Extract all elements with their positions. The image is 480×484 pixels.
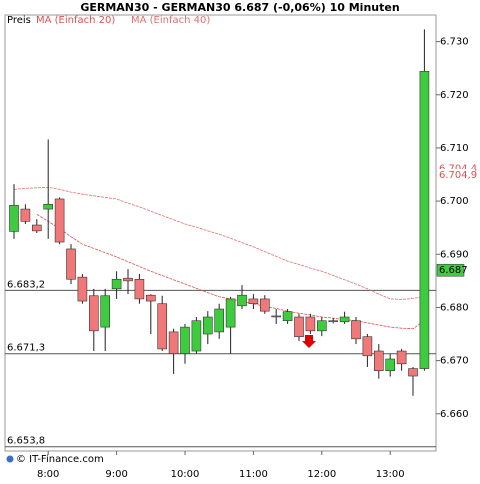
y-tick-label: 6.710 <box>440 143 469 154</box>
signal-arrow <box>302 335 316 348</box>
candle-body <box>339 316 350 323</box>
candle-body <box>225 298 236 328</box>
plot-area <box>4 14 437 452</box>
candle-body <box>100 295 110 328</box>
ma-line <box>13 186 425 300</box>
candle-body <box>9 205 19 232</box>
x-tick-label: 11:00 <box>239 469 268 480</box>
candle-body <box>54 198 65 243</box>
price-box <box>436 263 465 277</box>
candle-body <box>203 316 213 335</box>
x-tick-label: 13:00 <box>376 469 405 480</box>
candle-body <box>305 316 316 332</box>
candle-body <box>408 368 418 377</box>
chart-title: GERMAN30 - GERMAN30 6.687 (-0,06%) 10 Mi… <box>80 1 399 14</box>
candle-body <box>419 71 430 369</box>
x-tick-label: 8:00 <box>37 469 59 480</box>
y-tick-label: 6.660 <box>440 409 469 420</box>
candle-body <box>237 294 247 307</box>
y-tick-label: 6.730 <box>440 37 469 48</box>
price-box <box>437 169 475 182</box>
candle-body <box>168 331 179 354</box>
legend-ma40: MA (Einfach 40) <box>131 15 210 26</box>
candle-body <box>66 248 76 280</box>
y-tick-label: 6.680 <box>440 302 469 313</box>
candle-body <box>373 350 384 372</box>
candle-body <box>351 320 361 340</box>
candle-body <box>328 320 339 323</box>
legend-price: Preis <box>7 15 31 26</box>
candle-body <box>89 295 99 332</box>
price-label: 6.704,9 <box>439 170 477 181</box>
candle-body <box>20 208 31 222</box>
x-tick-label: 12:00 <box>307 469 336 480</box>
x-tick-label: 9:00 <box>105 469 127 480</box>
x-tick-label: 10:00 <box>171 469 200 480</box>
y-tick-label: 6.690 <box>440 249 469 260</box>
candle-body <box>259 298 270 312</box>
candle-body <box>43 203 54 210</box>
candle-body <box>31 224 42 232</box>
legend-ma20: MA (Einfach 20) <box>36 15 115 26</box>
candle-body <box>111 278 122 290</box>
level-label: 6.653,8 <box>7 436 45 447</box>
level-label: 6.671,3 <box>7 343 45 354</box>
candle-body <box>146 294 156 302</box>
candle-body <box>77 276 88 302</box>
candle-body <box>180 326 190 354</box>
candle-body <box>214 308 224 333</box>
candle-body <box>385 358 396 372</box>
candle-body <box>396 350 407 365</box>
y-tick-label: 6.700 <box>440 196 469 207</box>
logo <box>6 455 14 463</box>
y-tick-label: 6.720 <box>440 90 469 101</box>
candle-body <box>294 316 304 337</box>
candle-body <box>157 303 167 350</box>
candle-body <box>282 311 293 322</box>
candle-body <box>248 298 259 305</box>
candle-body <box>134 278 145 300</box>
level-label: 6.683,2 <box>7 279 45 290</box>
y-tick-label: 6.670 <box>440 356 469 367</box>
candle-body <box>191 320 202 352</box>
candle-body <box>271 315 282 318</box>
candle-body <box>316 320 327 332</box>
candle-body <box>362 336 373 357</box>
footer: © IT-Finance.com <box>16 454 104 465</box>
candle-body <box>123 277 133 282</box>
price-label: 6.687 <box>439 265 468 276</box>
